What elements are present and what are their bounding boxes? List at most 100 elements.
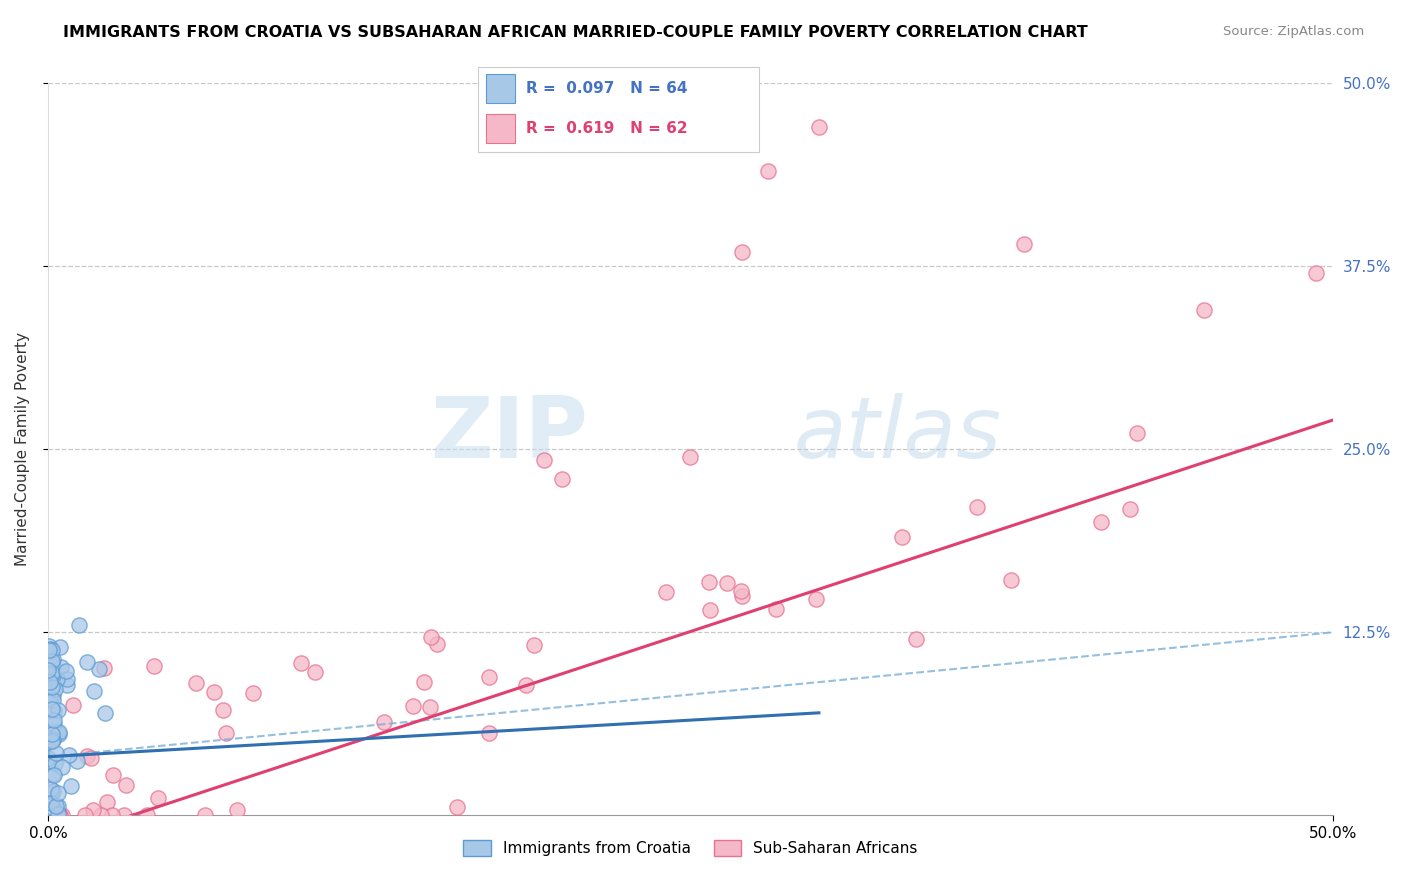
Text: IMMIGRANTS FROM CROATIA VS SUBSAHARAN AFRICAN MARRIED-COUPLE FAMILY POVERTY CORR: IMMIGRANTS FROM CROATIA VS SUBSAHARAN AF… [63, 25, 1088, 40]
Point [1014, 237, 1036, 252]
Point [904, 632, 927, 646]
Point [55, 678, 77, 692]
Point [48, 727, 70, 741]
Point [420, 630, 443, 644]
Point [41, 784, 63, 798]
Point [212, 703, 235, 717]
Text: R =  0.097   N = 64: R = 0.097 N = 64 [526, 81, 688, 96]
Point [37, 751, 59, 765]
Point [37, 663, 59, 677]
Point [551, 472, 574, 486]
Point [82, 803, 104, 817]
Point [731, 244, 754, 259]
Point [60, 779, 83, 793]
Point [446, 800, 468, 814]
Point [402, 699, 425, 714]
Point [290, 656, 312, 670]
Point [1090, 515, 1112, 529]
Point [38, 668, 60, 682]
Point [41, 785, 63, 799]
Point [215, 725, 238, 739]
Point [48, 807, 70, 822]
Y-axis label: Married-Couple Family Poverty: Married-Couple Family Poverty [15, 333, 30, 566]
Point [90, 808, 112, 822]
Point [51, 808, 73, 822]
Point [1126, 425, 1149, 440]
Point [204, 685, 226, 699]
Point [804, 592, 827, 607]
Point [242, 686, 264, 700]
Point [93, 661, 115, 675]
Point [533, 453, 555, 467]
Point [1000, 573, 1022, 587]
Point [76, 655, 98, 669]
Point [38, 639, 60, 653]
Point [46, 799, 69, 814]
Point [41, 665, 63, 680]
Point [42, 652, 65, 666]
Point [48, 808, 70, 822]
Point [716, 575, 738, 590]
Point [655, 585, 678, 599]
Text: Source: ZipAtlas.com: Source: ZipAtlas.com [1223, 25, 1364, 38]
Point [42, 713, 65, 727]
Point [45, 725, 67, 739]
Point [135, 808, 157, 822]
Point [45, 672, 67, 686]
Point [41, 643, 63, 657]
Point [67, 618, 90, 632]
Point [48, 724, 70, 739]
Point [679, 450, 702, 464]
Point [756, 164, 779, 178]
Point [891, 529, 914, 543]
FancyBboxPatch shape [486, 113, 515, 143]
Text: R =  0.619   N = 62: R = 0.619 N = 62 [526, 120, 688, 136]
Point [46, 786, 69, 800]
Point [697, 574, 720, 589]
Point [58, 747, 80, 762]
Point [41, 727, 63, 741]
Point [55, 672, 77, 686]
Point [523, 638, 546, 652]
Point [66, 754, 89, 768]
Point [148, 791, 170, 805]
Point [44, 756, 66, 770]
Point [39, 642, 62, 657]
Point [49, 808, 72, 822]
Point [186, 676, 208, 690]
Point [41, 689, 63, 703]
Point [93, 706, 115, 720]
Point [304, 665, 326, 679]
Point [38, 643, 60, 657]
Point [55, 664, 77, 678]
Point [45, 798, 67, 813]
Text: ZIP: ZIP [430, 393, 588, 476]
Point [515, 678, 537, 692]
Point [42, 801, 65, 815]
Text: atlas: atlas [793, 393, 1001, 476]
Point [38, 690, 60, 704]
Point [62, 698, 84, 713]
Point [419, 700, 441, 714]
Point [426, 637, 449, 651]
Point [42, 767, 65, 781]
Point [115, 778, 138, 792]
Legend: Immigrants from Croatia, Sub-Saharan Africans: Immigrants from Croatia, Sub-Saharan Afr… [457, 834, 924, 863]
Point [49, 660, 72, 674]
Point [143, 659, 166, 673]
Point [41, 734, 63, 748]
Point [38, 754, 60, 768]
Point [96, 795, 118, 809]
Point [194, 808, 217, 822]
FancyBboxPatch shape [486, 74, 515, 103]
Point [699, 603, 721, 617]
Point [730, 584, 752, 599]
Point [225, 803, 247, 817]
Point [80, 751, 103, 765]
Point [83, 684, 105, 698]
Point [966, 500, 988, 515]
Point [373, 714, 395, 729]
Point [41, 796, 63, 810]
Point [1194, 303, 1216, 318]
Point [38, 674, 60, 689]
